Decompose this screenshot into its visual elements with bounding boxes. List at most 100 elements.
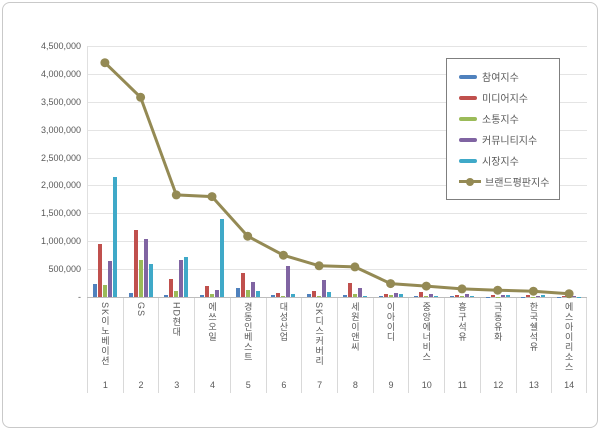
line-point-brand-reputation-index <box>243 231 253 241</box>
legend-item-brand-reputation-index: 브랜드평판지수 <box>459 171 549 192</box>
category-cell: 흥구석유 11 <box>444 298 480 393</box>
bar-community-index <box>500 295 505 297</box>
y-axis-tick-label: 2,500,000 <box>40 152 81 163</box>
gridline <box>87 241 587 243</box>
category-rank: 14 <box>564 380 575 390</box>
bar-media-index <box>169 279 174 297</box>
line-point-brand-reputation-index <box>100 58 110 68</box>
line-point-brand-reputation-index <box>421 281 431 291</box>
category-cell: 세원이앤씨 8 <box>337 298 373 393</box>
bar-market-index <box>184 257 189 297</box>
y-axis-line <box>87 46 88 298</box>
legend-swatch-participation-index <box>459 74 477 79</box>
bar-community-index <box>357 287 362 297</box>
bar-media-index <box>383 293 388 297</box>
bar-market-index <box>291 293 296 297</box>
bar-media-index <box>347 283 352 297</box>
bar-participation-index <box>450 296 454 297</box>
gridline <box>87 46 587 47</box>
bar-market-index <box>220 218 224 297</box>
category-cell: GS 2 <box>122 298 159 393</box>
bar-community-index <box>179 260 184 297</box>
legend-label: 커뮤니티지수 <box>482 136 538 147</box>
bar-community-index <box>215 290 219 297</box>
bar-communication-index <box>245 289 250 297</box>
category-rank: 2 <box>138 380 144 390</box>
bar-media-index <box>133 229 138 297</box>
category-rank: 8 <box>352 380 358 390</box>
bar-market-index <box>148 264 153 297</box>
gridline <box>87 213 587 215</box>
category-label: 세원이앤씨 <box>349 302 360 352</box>
y-axis-tick-label: - <box>78 292 81 302</box>
line-point-brand-reputation-index <box>493 285 503 295</box>
category-label: 에스아이리소스 <box>563 302 574 372</box>
legend-swatch-community-index <box>459 137 477 142</box>
legend-label: 시장지수 <box>482 157 519 168</box>
bar-media-index <box>97 244 102 297</box>
bar-community-index <box>143 238 148 297</box>
y-axis-tick-label: 1,500,000 <box>40 208 81 219</box>
bar-community-index <box>429 293 434 297</box>
category-cell: 한국쉘석유 13 <box>515 298 552 393</box>
category-label: GS <box>136 302 147 318</box>
bar-market-index <box>362 295 367 297</box>
category-rank: 11 <box>457 380 468 390</box>
category-label: SK이노베이션 <box>99 302 110 367</box>
category-cell: 중앙에너비스 10 <box>408 298 444 393</box>
category-label: 에쓰오일 <box>206 302 217 342</box>
bar-media-index <box>240 273 245 297</box>
bar-media-index <box>562 295 567 297</box>
legend-item-communication-index: 소통지수 <box>459 108 549 129</box>
y-axis-tick-label: 2,000,000 <box>40 180 81 191</box>
legend-item-media-index: 미디어지수 <box>459 87 549 108</box>
bar-community-index <box>322 280 327 297</box>
legend-label: 미디어지수 <box>482 94 528 105</box>
bar-community-index <box>536 295 541 297</box>
bar-market-index <box>505 295 510 297</box>
bar-market-index <box>434 295 439 297</box>
category-rank: 5 <box>245 380 251 390</box>
legend-swatch-media-index <box>459 95 477 100</box>
legend-line-marker <box>466 177 474 186</box>
legend-swatch-market-index <box>459 158 477 163</box>
category-rank: 1 <box>102 380 108 390</box>
bar-communication-index <box>138 260 143 297</box>
category-rank: 7 <box>317 380 323 390</box>
gridline <box>87 269 587 271</box>
bar-media-index <box>312 291 317 297</box>
category-cell: HD현대 3 <box>158 298 194 393</box>
bar-community-index <box>250 281 255 297</box>
bar-participation-index <box>164 294 169 297</box>
category-cell: 이아이디 9 <box>372 298 409 393</box>
bar-communication-index <box>210 294 214 297</box>
bar-participation-index <box>128 292 133 297</box>
bar-media-index <box>455 295 459 297</box>
bar-communication-index <box>281 295 286 297</box>
bar-market-index <box>541 295 546 297</box>
line-point-brand-reputation-index <box>278 250 288 260</box>
category-rank: 3 <box>174 380 180 390</box>
category-label: 한국쉘석유 <box>528 302 539 352</box>
bar-participation-index <box>342 294 347 297</box>
legend-item-participation-index: 참여지수 <box>459 66 549 87</box>
bar-community-index <box>286 265 291 297</box>
category-cell: 에스아이리소스 14 <box>551 298 587 393</box>
bar-communication-index <box>460 296 464 297</box>
bar-media-index <box>276 292 281 297</box>
line-point-brand-reputation-index <box>207 192 217 202</box>
bar-participation-index <box>235 288 240 297</box>
bar-communication-index <box>317 295 322 297</box>
category-rank: 4 <box>209 380 215 390</box>
bar-communication-index <box>388 294 393 297</box>
bar-media-index <box>419 291 424 297</box>
bar-participation-index <box>92 284 97 297</box>
bar-media-index <box>526 295 531 297</box>
bar-communication-index <box>102 284 107 297</box>
bar-communication-index <box>352 293 357 297</box>
category-cell: 에쓰오일 4 <box>194 298 230 393</box>
line-point-brand-reputation-index <box>136 92 146 102</box>
legend-item-market-index: 시장지수 <box>459 150 549 171</box>
category-label: 대성산업 <box>278 302 289 342</box>
